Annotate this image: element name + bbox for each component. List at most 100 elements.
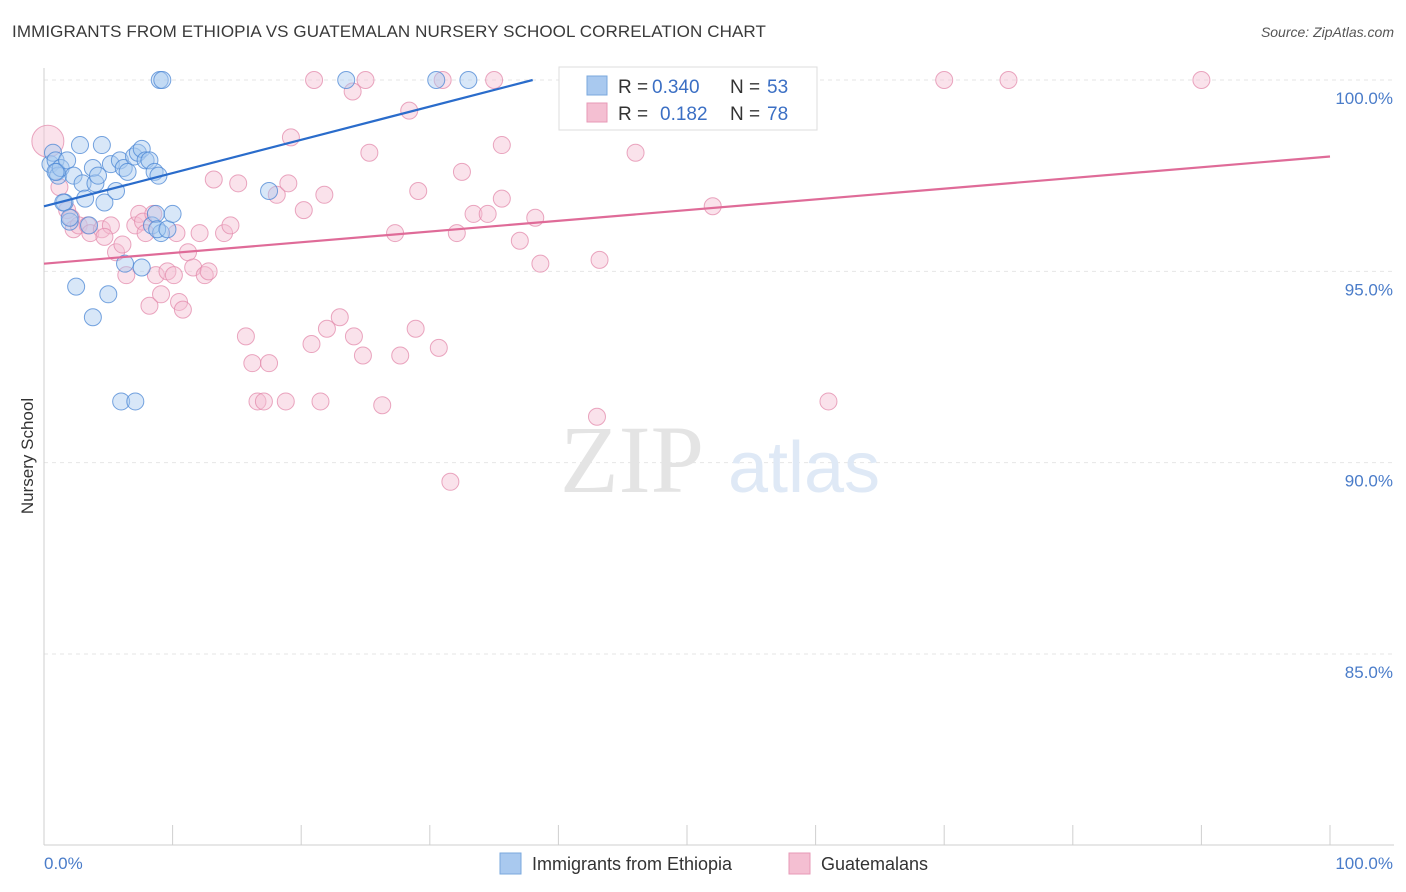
series-legend: Immigrants from Ethiopia Guatemalans — [499, 852, 928, 875]
data-point — [173, 300, 192, 319]
data-point — [302, 335, 321, 354]
data-point — [1192, 71, 1211, 89]
legend-swatch-pink — [586, 102, 608, 123]
data-point — [279, 174, 298, 193]
data-point — [140, 296, 159, 315]
data-point — [391, 346, 410, 365]
source-credit: Source: ZipAtlas.com — [1260, 24, 1394, 40]
y-axis-label: Nursery School — [18, 398, 37, 514]
data-point — [99, 285, 118, 304]
legend-n-label-blue: N = — [730, 77, 760, 98]
data-point — [360, 143, 379, 162]
data-point — [64, 166, 83, 185]
data-point — [492, 136, 511, 155]
series-legend-swatch-ethiopia — [499, 852, 522, 875]
watermark: ZIP atlas — [560, 406, 880, 513]
legend-r-label-pink: R = — [618, 104, 648, 125]
y-tick-label: 85.0% — [1345, 663, 1393, 682]
data-point — [478, 204, 497, 223]
data-point — [429, 338, 448, 357]
data-point — [164, 266, 183, 285]
data-point — [343, 82, 362, 101]
series-legend-swatch-guatemalans — [788, 852, 811, 875]
axes — [43, 68, 1394, 846]
legend-n-value-pink: 78 — [767, 104, 788, 125]
y-tick-labels: 100.0% 95.0% 90.0% 85.0% — [1335, 89, 1393, 682]
data-point — [356, 71, 375, 89]
data-point — [46, 162, 65, 181]
data-point — [117, 266, 136, 285]
data-point — [118, 162, 137, 181]
data-point — [590, 250, 609, 269]
y-tick-label: 100.0% — [1335, 89, 1393, 108]
data-point — [140, 151, 159, 170]
data-point — [215, 224, 234, 243]
data-point — [254, 392, 273, 411]
data-point — [353, 346, 372, 365]
chart-title: IMMIGRANTS FROM ETHIOPIA VS GUATEMALAN N… — [12, 22, 766, 41]
data-point — [199, 262, 218, 281]
data-point — [373, 396, 392, 415]
data-point — [167, 224, 186, 243]
data-point — [146, 204, 165, 223]
data-point — [236, 327, 255, 346]
x-tick-label-max: 100.0% — [1335, 854, 1393, 873]
data-point — [221, 216, 240, 235]
watermark-atlas: atlas — [728, 428, 880, 508]
data-point — [158, 220, 177, 239]
series-guatemalans — [31, 71, 1211, 491]
data-point — [447, 224, 466, 243]
data-point — [337, 71, 356, 89]
data-point — [703, 197, 722, 216]
data-point — [152, 285, 171, 304]
data-point — [101, 216, 120, 235]
data-point — [95, 193, 114, 212]
x-tick-label-min: 0.0% — [44, 854, 83, 873]
data-point — [344, 327, 363, 346]
data-point — [935, 71, 954, 89]
data-point — [163, 204, 182, 223]
data-point — [67, 277, 86, 296]
data-point — [485, 71, 504, 89]
data-point — [80, 216, 99, 235]
data-point — [92, 136, 111, 155]
watermark-zip: ZIP — [560, 406, 704, 513]
data-point — [260, 354, 279, 373]
legend-n-value-blue: 53 — [767, 77, 788, 98]
data-point — [71, 136, 90, 155]
data-point — [148, 220, 167, 239]
data-point — [294, 201, 313, 220]
data-point — [330, 308, 349, 327]
data-point — [73, 174, 92, 193]
data-point — [433, 71, 452, 89]
legend-swatch-blue — [586, 75, 608, 96]
data-point — [441, 472, 460, 491]
legend-r-value-pink: 0.182 — [660, 104, 708, 125]
series-legend-label-guatemalans: Guatemalans — [821, 854, 928, 874]
legend-n-label-pink: N = — [730, 104, 760, 125]
data-point — [190, 224, 209, 243]
data-point — [427, 71, 446, 89]
data-point — [248, 392, 267, 411]
data-point — [317, 319, 336, 338]
data-point — [113, 235, 132, 254]
data-point — [76, 189, 95, 208]
data-point — [83, 308, 102, 327]
legend-r-value-blue: 0.340 — [652, 77, 700, 98]
data-point — [305, 71, 324, 89]
data-point — [409, 181, 428, 200]
data-point — [492, 189, 511, 208]
data-point — [60, 212, 79, 231]
data-point — [81, 224, 100, 243]
data-point — [587, 407, 606, 426]
data-point — [315, 185, 334, 204]
data-point — [276, 392, 295, 411]
data-point — [58, 151, 77, 170]
data-point — [452, 162, 471, 181]
trend-lines — [43, 78, 1331, 265]
data-point — [153, 71, 172, 89]
data-point — [95, 227, 114, 246]
data-point — [126, 392, 145, 411]
data-point — [311, 392, 330, 411]
data-point — [510, 231, 529, 250]
